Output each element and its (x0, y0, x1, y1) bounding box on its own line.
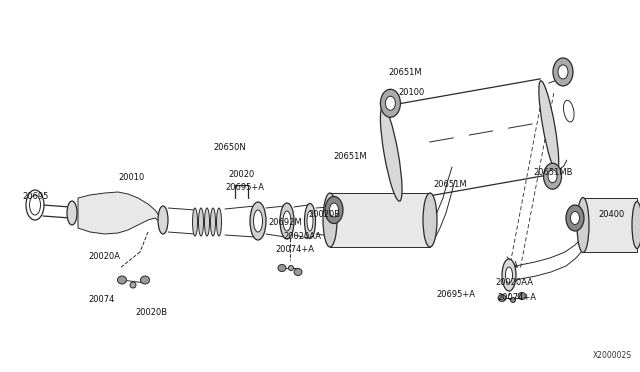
Ellipse shape (323, 193, 337, 247)
Text: 20650N: 20650N (213, 143, 246, 152)
Text: 20100: 20100 (398, 88, 424, 97)
Ellipse shape (380, 89, 401, 117)
Ellipse shape (26, 190, 44, 220)
Ellipse shape (566, 205, 584, 231)
Ellipse shape (278, 264, 286, 272)
Text: 20074: 20074 (88, 295, 115, 304)
Ellipse shape (577, 198, 589, 253)
Ellipse shape (211, 208, 216, 236)
Ellipse shape (423, 193, 437, 247)
Text: 20651M: 20651M (433, 180, 467, 189)
Ellipse shape (518, 292, 526, 299)
Text: 20695+A: 20695+A (436, 290, 475, 299)
Text: 20074+A: 20074+A (497, 293, 536, 302)
Ellipse shape (253, 210, 262, 232)
Ellipse shape (205, 208, 209, 236)
Text: 20020B: 20020B (308, 210, 340, 219)
Ellipse shape (193, 208, 198, 236)
Ellipse shape (570, 212, 579, 224)
Ellipse shape (543, 163, 561, 189)
Ellipse shape (506, 267, 513, 283)
Polygon shape (583, 198, 637, 252)
Polygon shape (330, 193, 430, 247)
Ellipse shape (198, 208, 204, 236)
Text: 20651M: 20651M (388, 68, 422, 77)
Text: 20020: 20020 (228, 170, 254, 179)
Ellipse shape (294, 269, 302, 276)
Text: X200002S: X200002S (593, 351, 632, 360)
Ellipse shape (250, 202, 266, 240)
Ellipse shape (498, 295, 506, 301)
Ellipse shape (539, 81, 559, 171)
Ellipse shape (511, 298, 515, 302)
Ellipse shape (118, 276, 127, 284)
Ellipse shape (216, 208, 221, 236)
Ellipse shape (548, 170, 557, 183)
Ellipse shape (158, 206, 168, 234)
Ellipse shape (130, 282, 136, 288)
Text: 20400: 20400 (598, 210, 624, 219)
Text: 20020B: 20020B (135, 308, 167, 317)
Text: 20020AA: 20020AA (283, 232, 321, 241)
Ellipse shape (141, 276, 150, 284)
Polygon shape (78, 192, 162, 234)
Text: 20695+A: 20695+A (225, 183, 264, 192)
Ellipse shape (385, 96, 396, 110)
Ellipse shape (502, 259, 516, 291)
Ellipse shape (563, 100, 574, 122)
Ellipse shape (280, 203, 294, 239)
Ellipse shape (29, 195, 40, 215)
Ellipse shape (67, 201, 77, 225)
Text: 20695: 20695 (22, 192, 49, 201)
Ellipse shape (558, 65, 568, 79)
Ellipse shape (307, 211, 313, 231)
Ellipse shape (553, 58, 573, 86)
Text: 20010: 20010 (118, 173, 144, 182)
Text: 20020AA: 20020AA (495, 278, 533, 287)
Text: 20692M: 20692M (268, 218, 301, 227)
Text: 20651M: 20651M (333, 152, 367, 161)
Ellipse shape (283, 211, 291, 231)
Ellipse shape (330, 203, 339, 217)
Ellipse shape (289, 266, 294, 270)
Ellipse shape (632, 202, 640, 248)
Text: 20651MB: 20651MB (533, 168, 573, 177)
Text: 20074+A: 20074+A (275, 245, 314, 254)
Text: 20020A: 20020A (88, 252, 120, 261)
Ellipse shape (380, 107, 402, 201)
Ellipse shape (305, 203, 316, 238)
Ellipse shape (325, 196, 343, 224)
